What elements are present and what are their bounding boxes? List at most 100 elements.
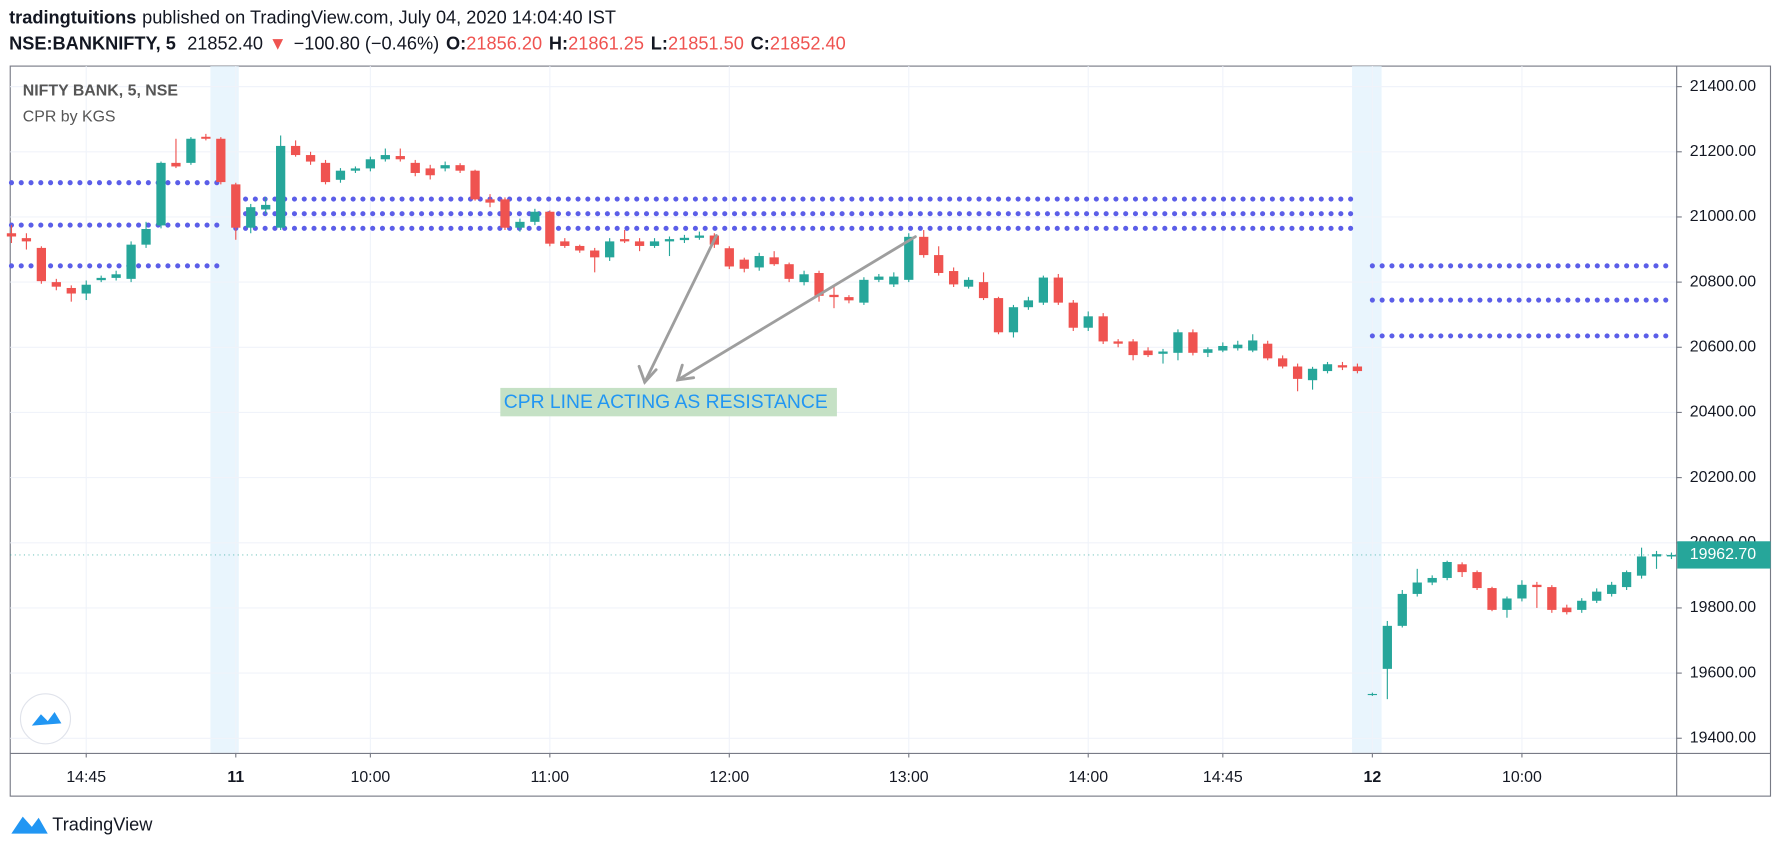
- ohlc-label: H:: [549, 33, 568, 53]
- candle-body: [1008, 307, 1019, 333]
- candle-body: [874, 276, 884, 280]
- chart-frame: [9, 65, 1772, 797]
- candle-body: [829, 294, 839, 298]
- candle-body: [1068, 302, 1078, 328]
- candle-body: [1053, 277, 1063, 303]
- candle-body: [1592, 591, 1602, 601]
- x-tick-label: 13:00: [889, 769, 929, 786]
- candle-body: [1292, 366, 1303, 379]
- candle-body: [1666, 554, 1677, 557]
- last-price-label: 19962.70: [1690, 546, 1756, 563]
- candle-body: [246, 207, 256, 228]
- candle-body: [934, 255, 944, 273]
- candle-body: [111, 274, 121, 278]
- axes: 19400.0019600.0019800.0020000.0020200.00…: [10, 78, 1771, 786]
- candle-body: [1367, 693, 1378, 696]
- candle-body: [440, 165, 450, 169]
- candle-body: [1382, 625, 1392, 669]
- publish-line: tradingtuitions published on TradingView.…: [9, 7, 616, 27]
- ohlc-value: 21852.40: [770, 33, 846, 53]
- candle-body: [754, 256, 764, 268]
- candle-body: [799, 274, 809, 283]
- candle-body: [724, 248, 734, 267]
- candle-body: [814, 272, 824, 296]
- candles: [6, 133, 1677, 700]
- candle-body: [21, 238, 32, 242]
- candle-body: [1412, 582, 1422, 594]
- candle-body: [1352, 366, 1363, 372]
- x-tick-label: 12: [1364, 769, 1382, 786]
- candle-body: [6, 233, 17, 237]
- candle-body: [81, 284, 91, 294]
- y-tick-label: 21400.00: [1690, 78, 1756, 95]
- candle-body: [1128, 341, 1138, 356]
- cpr-indicator: [8, 180, 1675, 339]
- arrow-head: [637, 364, 658, 385]
- legend-title: NIFTY BANK, 5, NSE: [23, 82, 178, 99]
- candle-body: [1442, 561, 1452, 578]
- candle-body: [1083, 316, 1093, 328]
- candle-body: [365, 159, 376, 169]
- candle-body: [948, 271, 959, 285]
- annotation-arrows: [637, 234, 917, 385]
- candle-body: [1218, 345, 1228, 351]
- candle-body: [276, 145, 286, 228]
- ohlc-value: 21861.25: [568, 33, 644, 53]
- candle-body: [1143, 350, 1153, 356]
- tv-logo-button[interactable]: [19, 693, 72, 745]
- candle-body: [216, 138, 226, 183]
- y-tick-label: 20800.00: [1690, 273, 1756, 290]
- candle-body: [1173, 332, 1183, 353]
- candle-body: [186, 138, 196, 163]
- logo-icon[interactable]: [31, 711, 62, 726]
- candle-body: [1517, 584, 1527, 599]
- candle-body: [380, 155, 390, 160]
- candle-body: [410, 162, 420, 173]
- candle-body: [1203, 349, 1213, 353]
- candle-body: [664, 239, 675, 242]
- candle-body: [619, 239, 630, 242]
- candle-body: [530, 211, 540, 222]
- x-tick-label: 14:45: [66, 769, 106, 786]
- candle-body: [455, 165, 465, 171]
- ohlc-value: 21851.50: [668, 33, 744, 53]
- candle-body: [96, 277, 106, 281]
- candle-body: [141, 229, 151, 245]
- candle-body: [769, 257, 779, 265]
- candle-body: [560, 241, 570, 246]
- candle-body: [1233, 344, 1243, 349]
- candle-body: [515, 221, 525, 228]
- candle-body: [1263, 343, 1273, 359]
- candle-body: [1098, 316, 1108, 342]
- candle-body: [1278, 358, 1288, 367]
- ohlc-label: L:: [651, 33, 668, 53]
- candle-body: [1427, 577, 1437, 583]
- ohlc-label: C:: [751, 33, 770, 53]
- symbol: NSE:BANKNIFTY, 5: [9, 33, 176, 53]
- candle-body: [1158, 351, 1168, 354]
- candle-body: [1607, 584, 1617, 594]
- candle-body: [231, 184, 241, 228]
- candle-body: [1322, 364, 1333, 372]
- candle-body: [649, 241, 660, 246]
- y-tick-label: 21000.00: [1690, 208, 1756, 225]
- candle-body: [1188, 332, 1198, 353]
- candle-body: [201, 136, 211, 139]
- session-break: [1352, 66, 1382, 753]
- y-tick-label: 20200.00: [1690, 469, 1756, 486]
- candle-body: [66, 287, 76, 294]
- indicator-name: CPR by KGS: [23, 108, 116, 125]
- candle-body: [1397, 593, 1407, 626]
- x-tick-label: 11:00: [531, 769, 570, 786]
- x-tick-label: 12:00: [709, 769, 749, 786]
- candle-body: [425, 168, 435, 176]
- candle-body: [305, 155, 316, 162]
- candle-body: [919, 236, 929, 256]
- candle-body: [859, 279, 869, 303]
- candle-body: [1337, 365, 1348, 368]
- x-tick-label: 14:45: [1203, 769, 1243, 786]
- candle-body: [395, 156, 405, 160]
- candle-body: [171, 162, 181, 167]
- candle-body: [634, 241, 645, 246]
- x-tick-label: 14:00: [1068, 769, 1108, 786]
